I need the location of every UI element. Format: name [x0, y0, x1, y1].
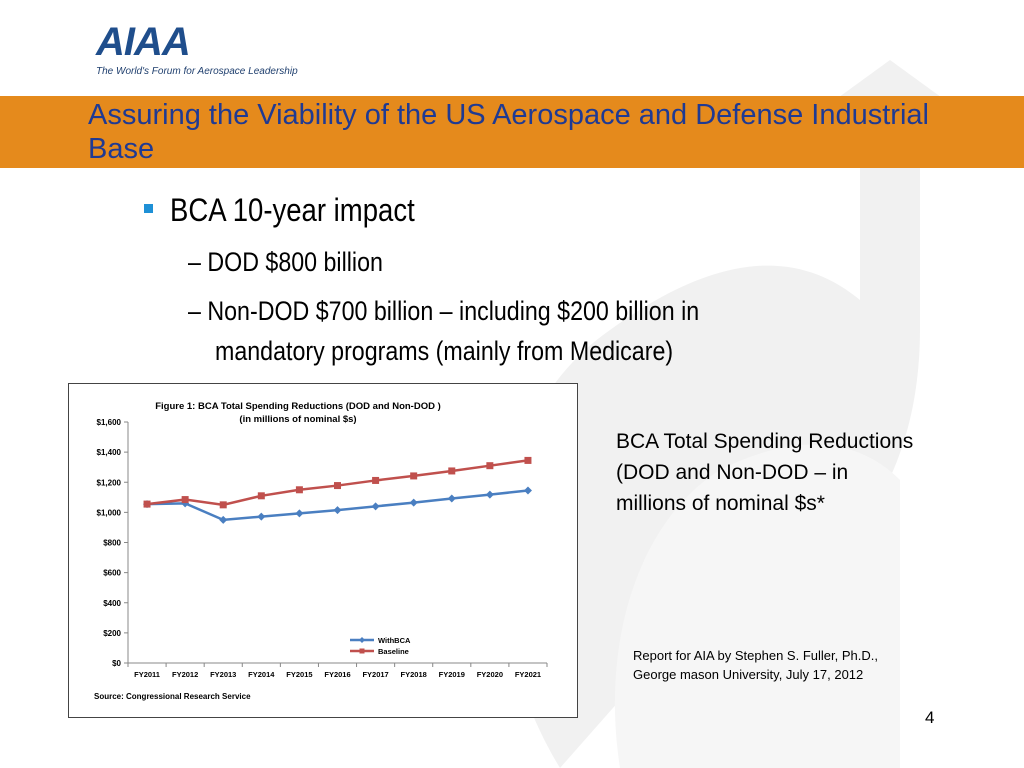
- data-point-baseline: [219, 501, 227, 509]
- report-citation: Report for AIA by Stephen S. Fuller, Ph.…: [633, 648, 878, 682]
- x-tick-label: FY2017: [362, 670, 388, 679]
- y-tick-label: $400: [103, 599, 121, 608]
- data-point-withbca: [447, 494, 456, 503]
- data-point-baseline: [372, 476, 380, 484]
- data-point-withbca: [257, 512, 266, 521]
- data-point-withbca: [333, 506, 342, 515]
- data-point-withbca: [219, 515, 228, 524]
- legend-label: Baseline: [378, 647, 409, 656]
- data-point-baseline: [295, 486, 303, 494]
- y-tick-label: $0: [112, 659, 121, 668]
- x-tick-label: FY2020: [477, 670, 503, 679]
- chart-subtitle: (in millions of nominal $s): [239, 414, 356, 425]
- x-tick-label: FY2012: [172, 670, 198, 679]
- legend-label: WithBCA: [378, 636, 411, 645]
- data-point-withbca: [371, 502, 380, 511]
- x-tick-label: FY2016: [324, 670, 350, 679]
- chart-figure: Figure 1: BCA Total Spending Reductions …: [68, 383, 578, 718]
- aiaa-logo: AIAA The World's Forum for Aerospace Lea…: [96, 18, 298, 82]
- data-point-baseline: [524, 456, 532, 464]
- bullet-sub-nondod-line2: mandatory programs (mainly from Medicare…: [215, 336, 674, 366]
- slide-title: Assuring the Viability of the US Aerospa…: [88, 99, 929, 165]
- data-point-baseline: [257, 492, 265, 500]
- x-tick-label: FY2013: [210, 670, 236, 679]
- title-band: [0, 96, 1024, 168]
- x-tick-label: FY2021: [515, 670, 541, 679]
- page-number: 4: [925, 708, 935, 727]
- bullet-main: BCA 10-year impact: [170, 192, 415, 228]
- logo-wordmark: AIAA: [96, 20, 191, 64]
- data-point-baseline: [334, 482, 341, 490]
- chart-title: Figure 1: BCA Total Spending Reductions …: [155, 401, 441, 412]
- data-point-withbca: [485, 490, 494, 499]
- y-tick-label: $1,600: [97, 418, 122, 427]
- y-tick-label: $1,200: [97, 478, 122, 487]
- legend-marker: [359, 648, 365, 654]
- y-tick-label: $1,400: [97, 448, 122, 457]
- data-point-withbca: [295, 509, 304, 518]
- data-point-baseline: [410, 472, 418, 480]
- chart-legend: WithBCA Baseline: [350, 636, 411, 656]
- y-tick-label: $1,000: [97, 508, 122, 517]
- y-axis: $0 $200 $400 $600 $800 $1,000 $1,200 $1,400 $1,6…: [97, 418, 129, 668]
- x-tick-label: FY2019: [439, 670, 465, 679]
- y-tick-label: $800: [103, 539, 121, 548]
- logo-tagline: The World's Forum for Aerospace Leadersh…: [96, 66, 298, 77]
- data-point-baseline: [143, 500, 151, 508]
- data-point-withbca: [409, 498, 418, 507]
- data-point-baseline: [181, 496, 189, 504]
- series-layer: [143, 456, 532, 524]
- x-tick-label: FY2011: [134, 670, 160, 679]
- y-tick-label: $600: [103, 569, 121, 578]
- data-point-withbca: [523, 486, 532, 495]
- bullet-sub-dod: – DOD $800 billion: [188, 247, 383, 277]
- legend-marker: [359, 637, 365, 643]
- series-line-withbca: [147, 489, 529, 522]
- bullet-sub-nondod-line1: – Non-DOD $700 billion – including $200 …: [188, 296, 700, 326]
- chart-source: Source: Congressional Research Service: [94, 692, 251, 701]
- data-point-baseline: [448, 467, 456, 475]
- data-point-baseline: [486, 462, 494, 470]
- x-tick-label: FY2018: [401, 670, 427, 679]
- x-tick-label: FY2015: [286, 670, 312, 679]
- bullet-square-icon: [144, 204, 153, 213]
- x-tick-label: FY2014: [248, 670, 275, 679]
- x-axis: FY2011 FY2012 FY2013 FY2014 FY2015 FY2016 FY20…: [127, 662, 548, 679]
- line-chart: Figure 1: BCA Total Spending Reductions …: [94, 401, 548, 701]
- y-tick-label: $200: [103, 629, 121, 638]
- chart-caption: BCA Total Spending Reductions (DOD and N…: [616, 430, 914, 515]
